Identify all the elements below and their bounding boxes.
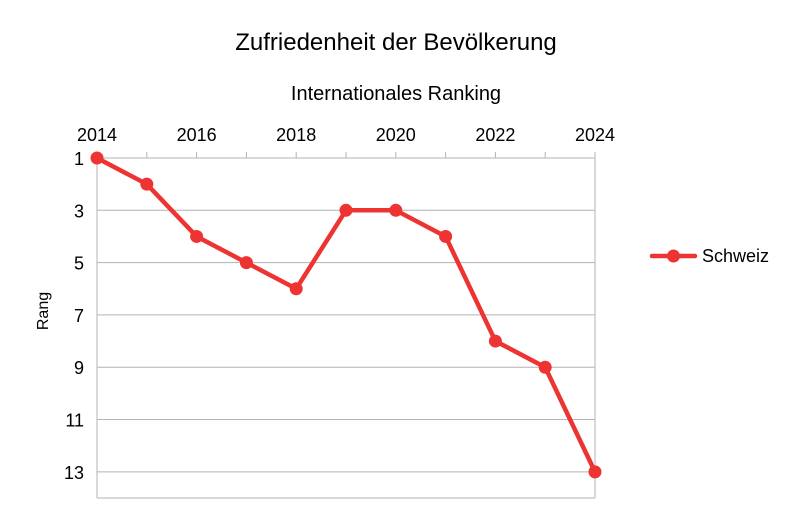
- chart-title: Zufriedenheit der Bevölkerung: [235, 29, 557, 56]
- data-point: [538, 360, 552, 374]
- x-tick-label: 2016: [177, 125, 217, 145]
- x-tick-label: 2024: [575, 125, 615, 145]
- y-tick-label: 7: [74, 306, 84, 326]
- data-point: [389, 203, 403, 217]
- y-axis-label: Rang: [35, 292, 52, 330]
- x-tick-labels: 2014 2016 2018 2020 2022 2024: [77, 125, 615, 145]
- legend-label: Schweiz: [702, 246, 769, 266]
- x-tick-label: 2020: [376, 125, 416, 145]
- data-point: [339, 203, 353, 217]
- data-point: [140, 177, 154, 191]
- y-tick-label: 1: [74, 149, 84, 169]
- grid-lines: [97, 157, 595, 473]
- y-tick-label: 11: [65, 411, 84, 431]
- legend: Schweiz: [649, 246, 769, 266]
- x-tick-label: 2022: [475, 125, 515, 145]
- data-point: [439, 229, 453, 243]
- data-point: [90, 151, 104, 165]
- series-layer: [90, 151, 602, 479]
- chart-subtitle: Internationales Ranking: [291, 83, 501, 105]
- data-point: [190, 229, 204, 243]
- data-point: [289, 282, 303, 296]
- y-tick-label: 5: [74, 254, 84, 274]
- data-point: [588, 465, 602, 479]
- x-tick-label: 2014: [77, 125, 117, 145]
- data-point: [239, 256, 253, 270]
- legend-swatch-marker: [667, 249, 680, 263]
- y-tick-label: 13: [64, 463, 84, 483]
- x-tick-label: 2018: [276, 125, 316, 145]
- data-point: [488, 334, 502, 348]
- y-tick-label: 3: [74, 201, 84, 221]
- y-tick-label: 9: [74, 358, 84, 378]
